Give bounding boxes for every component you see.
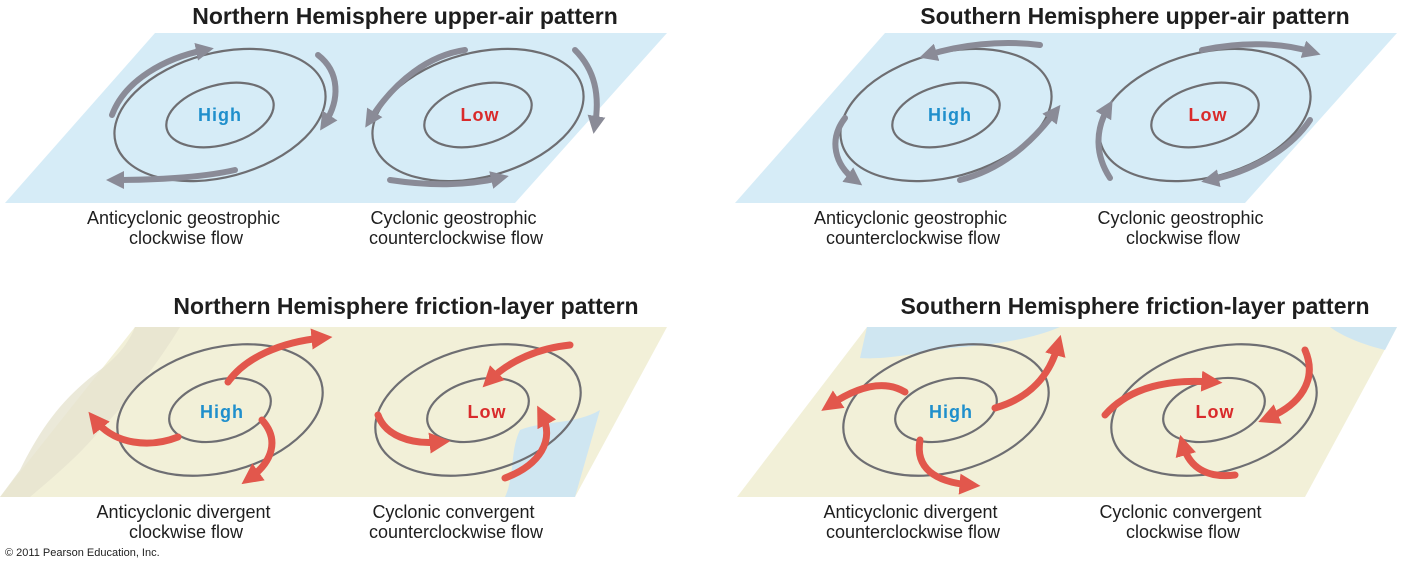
high-pressure-system: High (832, 40, 1061, 186)
low-pressure-system: Low (1101, 343, 1318, 480)
high-label: High (198, 105, 242, 125)
panel-nh-friction: Northern Hemisphere friction-layer patte… (0, 293, 667, 542)
low-caption: Cyclonic convergent clockwise flow (1099, 502, 1266, 542)
panel-title: Northern Hemisphere friction-layer patte… (173, 293, 638, 319)
clockwise-flow-arrow (315, 52, 339, 131)
upper-air-plane (735, 33, 1397, 203)
clockwise-flow-arrow (1095, 100, 1113, 181)
low-label: Low (1196, 402, 1235, 422)
convergent-flow-arrow (1101, 370, 1223, 419)
water-area (505, 410, 600, 497)
high-pressure-system: High (821, 334, 1066, 495)
outer-isobar (374, 343, 582, 477)
water-area (860, 327, 1060, 359)
panel-sh-upper: Southern Hemisphere upper-air pattern Hi… (735, 3, 1397, 248)
low-pressure-system: Low (1095, 40, 1321, 188)
counterclockwise-flow-arrow (387, 171, 509, 189)
counterclockwise-flow-arrow (365, 47, 468, 128)
clockwise-flow-arrow (106, 167, 238, 189)
land-map-plane (737, 327, 1397, 497)
high-pressure-system: High (106, 42, 339, 189)
low-pressure-system: Low (365, 47, 606, 189)
inner-isobar (168, 376, 272, 444)
divergent-flow-arrow (224, 328, 333, 386)
divergent-flow-arrow (915, 436, 981, 495)
clockwise-flow-arrow (1201, 117, 1313, 188)
low-label: Low (468, 402, 507, 422)
panel-title: Southern Hemisphere upper-air pattern (920, 3, 1349, 29)
high-caption: Anticyclonic geostrophic counterclockwis… (814, 208, 1012, 248)
high-label: High (928, 105, 972, 125)
inner-isobar (1150, 81, 1260, 149)
outer-isobar (842, 343, 1050, 477)
clockwise-flow-arrow (1199, 40, 1321, 58)
inner-isobar (423, 81, 533, 149)
inner-isobar (891, 81, 1001, 149)
high-caption: Anticyclonic divergent clockwise flow (96, 502, 275, 542)
inner-isobar (165, 81, 275, 149)
high-label: High (929, 402, 973, 422)
panel-title: Southern Hemisphere friction-layer patte… (900, 293, 1369, 319)
counterclockwise-flow-arrow (572, 47, 606, 134)
copyright-notice: © 2011 Pearson Education, Inc. (5, 547, 160, 559)
divergent-flow-arrow (241, 416, 276, 485)
convergent-flow-arrow (1175, 434, 1239, 480)
convergent-flow-arrow (501, 405, 557, 482)
low-label: Low (1189, 105, 1228, 125)
low-caption: Cyclonic geostrophic counterclockwise fl… (369, 208, 544, 248)
panel-title: Northern Hemisphere upper-air pattern (192, 3, 618, 29)
low-caption: Cyclonic convergent counterclockwise flo… (369, 502, 544, 542)
convergent-flow-arrow (482, 341, 574, 388)
panel-nh-upper: Northern Hemisphere upper-air pattern Hi… (5, 3, 667, 248)
clockwise-flow-arrow (109, 42, 214, 118)
low-label: Low (461, 105, 500, 125)
counterclockwise-flow-arrow (957, 104, 1061, 183)
upper-air-plane (5, 33, 667, 203)
divergent-flow-arrow (821, 382, 909, 411)
low-caption: Cyclonic geostrophic clockwise flow (1097, 208, 1268, 248)
convergent-flow-arrow (1258, 346, 1313, 424)
outer-isobar (1110, 343, 1318, 477)
divergent-flow-arrow (88, 411, 182, 447)
inner-isobar (426, 376, 530, 444)
water-area (1330, 327, 1397, 350)
divergent-flow-arrow (991, 334, 1066, 412)
high-pressure-system: High (88, 328, 333, 485)
convergent-flow-arrow (374, 411, 451, 454)
inner-isobar (894, 376, 998, 444)
low-pressure-system: Low (374, 341, 582, 482)
counterclockwise-flow-arrow (919, 40, 1043, 61)
counterclockwise-flow-arrow (832, 115, 863, 186)
high-label: High (200, 402, 244, 422)
panel-sh-friction: Southern Hemisphere friction-layer patte… (737, 293, 1397, 542)
high-caption: Anticyclonic geostrophic clockwise flow (87, 208, 285, 248)
high-caption: Anticyclonic divergent counterclockwise … (823, 502, 1002, 542)
